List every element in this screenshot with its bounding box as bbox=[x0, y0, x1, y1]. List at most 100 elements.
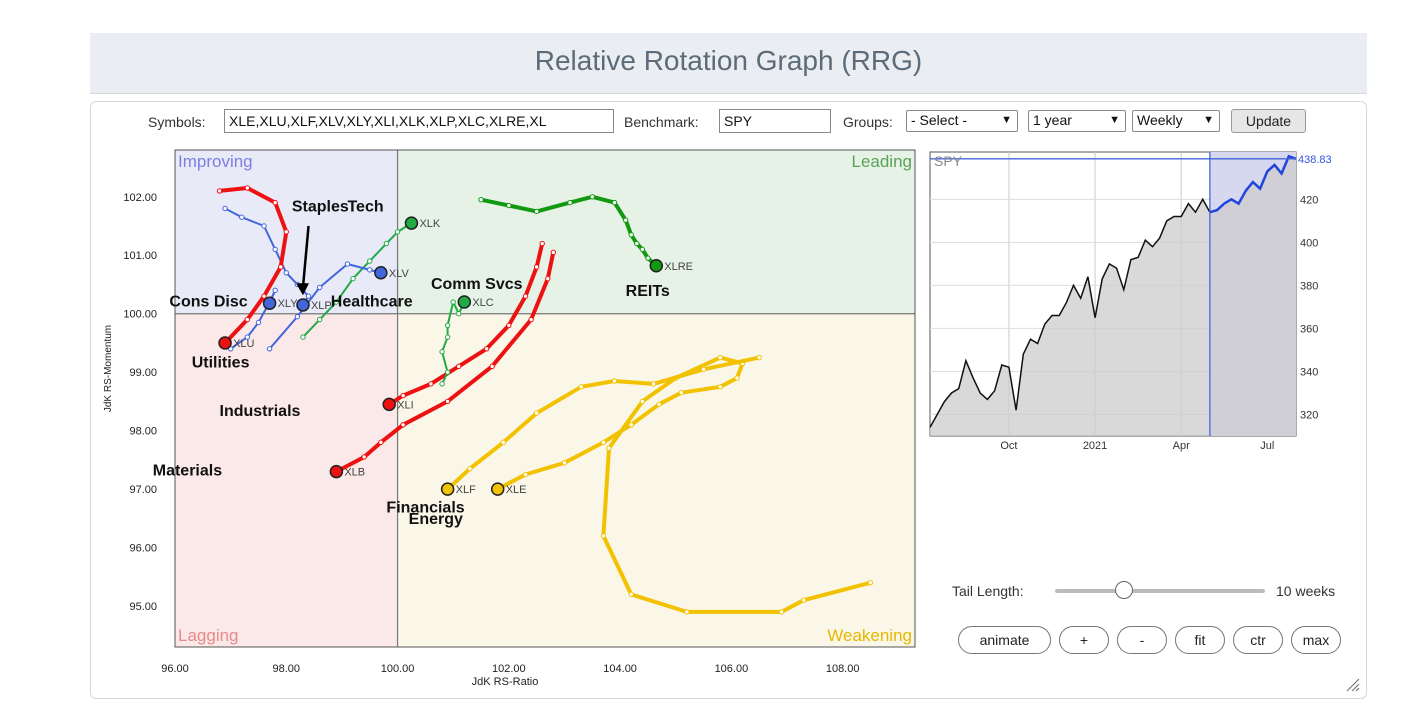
tail-point bbox=[622, 217, 629, 223]
tail-point bbox=[678, 389, 685, 396]
tail-point bbox=[600, 439, 607, 446]
symbol-label: XLY bbox=[278, 298, 299, 310]
tail-point bbox=[734, 375, 740, 381]
tail-point bbox=[255, 319, 262, 326]
tail-point bbox=[383, 240, 390, 247]
symbol-label: XLI bbox=[397, 399, 414, 411]
spy-x-tick-label: 2021 bbox=[1083, 440, 1107, 452]
tail-point bbox=[272, 246, 278, 253]
tail-point bbox=[606, 445, 612, 451]
tail-point bbox=[639, 398, 646, 405]
head-xlp bbox=[296, 298, 310, 312]
symbol-label: XLC bbox=[472, 297, 493, 309]
tail-point bbox=[483, 346, 490, 352]
spy-y-tick-label: 420 bbox=[1300, 194, 1318, 206]
symbol-label: XLP bbox=[311, 300, 332, 312]
tail-point bbox=[316, 316, 323, 323]
tail-point bbox=[361, 454, 367, 460]
tail-point bbox=[628, 591, 634, 598]
tail-point bbox=[467, 465, 473, 472]
benchmark-input[interactable] bbox=[719, 109, 831, 133]
frequency-select[interactable]: Weekly ▼ bbox=[1132, 110, 1220, 132]
tail-point bbox=[478, 197, 484, 203]
tail-point bbox=[533, 264, 540, 270]
arrow-shaft bbox=[301, 225, 310, 288]
frequency-select-value: Weekly bbox=[1137, 112, 1183, 128]
spy-y-tick-label: 340 bbox=[1300, 366, 1318, 378]
symbol-label: XLV bbox=[389, 268, 410, 280]
tail-point bbox=[545, 275, 551, 282]
sector-name-label: Materials bbox=[153, 463, 222, 480]
tail-length-slider[interactable] bbox=[1055, 581, 1265, 601]
plot-border bbox=[174, 149, 916, 648]
tail-point bbox=[489, 363, 495, 370]
tail-point bbox=[444, 334, 451, 340]
sector-name-label: Comm Svcs bbox=[431, 276, 523, 293]
arrow-head-icon bbox=[295, 283, 309, 296]
head-xlb bbox=[329, 464, 344, 479]
rrg-panel: Symbols: Benchmark: Groups: - Select - ▼… bbox=[90, 101, 1367, 699]
groups-select[interactable]: - Select - ▼ bbox=[906, 110, 1018, 132]
tail-point bbox=[428, 381, 434, 387]
tail-point bbox=[444, 398, 451, 405]
symbol-label: XLK bbox=[419, 218, 440, 230]
spy-y-tick-label: 360 bbox=[1300, 323, 1318, 335]
tail-point bbox=[244, 185, 251, 191]
chevron-down-icon: ▼ bbox=[1109, 114, 1120, 126]
rrg-chart: Improving Leading Lagging Weakening 96.00 98… bbox=[103, 149, 916, 688]
sector-name-label: Staples bbox=[292, 198, 349, 215]
tail-point bbox=[600, 533, 607, 539]
symbols-input[interactable] bbox=[224, 109, 614, 133]
rrg-app: Relative Rotation Graph (RRG) Symbols: B… bbox=[90, 33, 1367, 699]
tail-point bbox=[400, 392, 406, 399]
page-title: Relative Rotation Graph (RRG) bbox=[534, 45, 923, 76]
head-xlc bbox=[457, 295, 472, 309]
x-tick-label: 102.00 bbox=[492, 663, 526, 675]
tail-point bbox=[350, 275, 356, 282]
tail-point bbox=[300, 334, 306, 340]
groups-label: Groups: bbox=[843, 114, 893, 130]
spy-chart: SPY 438.83 420 400 380 360 340 320 Oct 2021 Apr Jul bbox=[929, 151, 1332, 452]
center-button[interactable]: ctr bbox=[1233, 626, 1283, 654]
quadrant-label-improving: Improving bbox=[178, 152, 253, 171]
tail-xle bbox=[495, 355, 873, 614]
tail-point bbox=[266, 346, 273, 352]
tail-point bbox=[456, 363, 462, 370]
quadrant-leading bbox=[397, 150, 915, 314]
fit-button[interactable]: fit bbox=[1175, 626, 1225, 654]
y-tick-label: 101.00 bbox=[123, 250, 157, 262]
x-tick-label: 98.00 bbox=[273, 663, 301, 675]
sector-name-label: Utilities bbox=[192, 355, 250, 372]
tail-xlu bbox=[217, 186, 289, 345]
y-tick-label: 102.00 bbox=[123, 192, 157, 204]
tail-point bbox=[639, 246, 646, 253]
tail-point bbox=[278, 264, 284, 270]
tail-point bbox=[539, 240, 545, 247]
tail-point bbox=[444, 322, 451, 329]
head-xli bbox=[382, 397, 396, 412]
tail-point bbox=[367, 267, 373, 273]
max-button[interactable]: max bbox=[1291, 626, 1341, 654]
update-button[interactable]: Update bbox=[1231, 109, 1306, 133]
symbol-label: XLE bbox=[506, 484, 527, 496]
slider-thumb[interactable] bbox=[1115, 581, 1134, 599]
spy-x-tick-label: Jul bbox=[1260, 440, 1274, 452]
sector-name-label: Cons Disc bbox=[169, 294, 247, 311]
zoom-in-button[interactable]: + bbox=[1059, 626, 1109, 654]
resize-grip-icon[interactable] bbox=[1343, 675, 1361, 693]
chevron-down-icon: ▼ bbox=[1001, 114, 1012, 126]
tail-point bbox=[717, 384, 723, 390]
period-select[interactable]: 1 year ▼ bbox=[1028, 110, 1126, 132]
spy-y-tick-label: 320 bbox=[1300, 409, 1318, 421]
tail-point bbox=[522, 293, 529, 299]
zoom-out-button[interactable]: - bbox=[1117, 626, 1167, 654]
sector-name-label: Industrials bbox=[220, 403, 301, 420]
spy-y-tick-label: 400 bbox=[1300, 237, 1318, 249]
tail-point bbox=[578, 384, 584, 390]
tail-point bbox=[684, 609, 690, 615]
head-xly bbox=[262, 296, 277, 310]
x-axis-label: JdK RS-Ratio bbox=[472, 676, 539, 688]
tail-point bbox=[561, 460, 568, 466]
tail-length-label: Tail Length: bbox=[952, 583, 1024, 599]
animate-button[interactable]: animate bbox=[958, 626, 1051, 654]
